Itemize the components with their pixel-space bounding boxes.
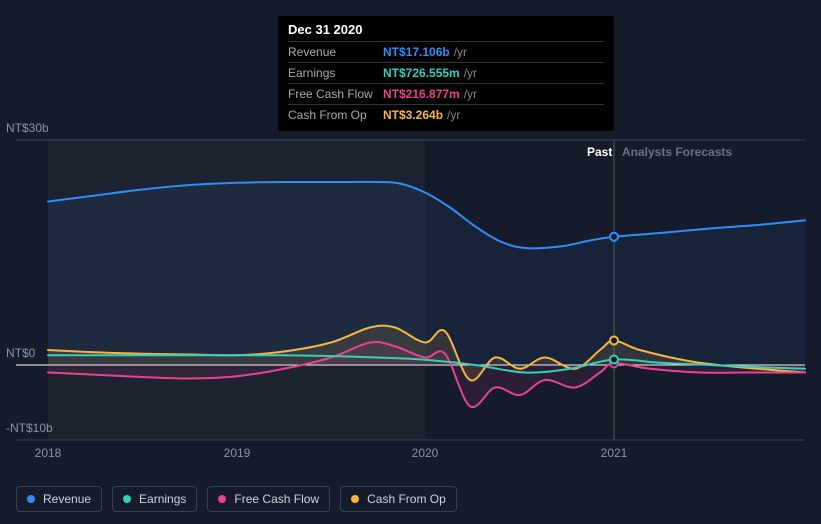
- legend-label: Free Cash Flow: [234, 492, 319, 506]
- tooltip-row: Free Cash FlowNT$216.877m/yr: [288, 83, 604, 104]
- legend-item-earnings[interactable]: Earnings: [112, 486, 197, 512]
- legend-dot-icon: [27, 495, 35, 503]
- tooltip-unit: /yr: [464, 87, 477, 101]
- tooltip-value: NT$216.877m: [383, 87, 460, 101]
- tooltip-unit: /yr: [454, 45, 467, 59]
- legend: Revenue Earnings Free Cash Flow Cash From O…: [16, 486, 457, 512]
- legend-dot-icon: [351, 495, 359, 503]
- tooltip-value: NT$726.555m: [383, 66, 460, 80]
- legend-item-cash_from_op[interactable]: Cash From Op: [340, 486, 457, 512]
- tooltip: Dec 31 2020 RevenueNT$17.106b/yrEarnings…: [278, 16, 614, 131]
- legend-label: Revenue: [43, 492, 91, 506]
- tooltip-value: NT$3.264b: [383, 108, 443, 122]
- tooltip-label: Free Cash Flow: [288, 87, 383, 101]
- tooltip-label: Earnings: [288, 66, 383, 80]
- tooltip-label: Cash From Op: [288, 108, 383, 122]
- tooltip-label: Revenue: [288, 45, 383, 59]
- legend-label: Cash From Op: [367, 492, 446, 506]
- tooltip-row: EarningsNT$726.555m/yr: [288, 62, 604, 83]
- tooltip-row: Cash From OpNT$3.264b/yr: [288, 104, 604, 125]
- tooltip-value: NT$17.106b: [383, 45, 450, 59]
- tooltip-unit: /yr: [447, 108, 460, 122]
- legend-item-revenue[interactable]: Revenue: [16, 486, 102, 512]
- legend-item-free_cash_flow[interactable]: Free Cash Flow: [207, 486, 330, 512]
- legend-dot-icon: [218, 495, 226, 503]
- tooltip-row: RevenueNT$17.106b/yr: [288, 41, 604, 62]
- legend-label: Earnings: [139, 492, 186, 506]
- tooltip-date: Dec 31 2020: [288, 22, 604, 41]
- legend-dot-icon: [123, 495, 131, 503]
- tooltip-unit: /yr: [464, 66, 477, 80]
